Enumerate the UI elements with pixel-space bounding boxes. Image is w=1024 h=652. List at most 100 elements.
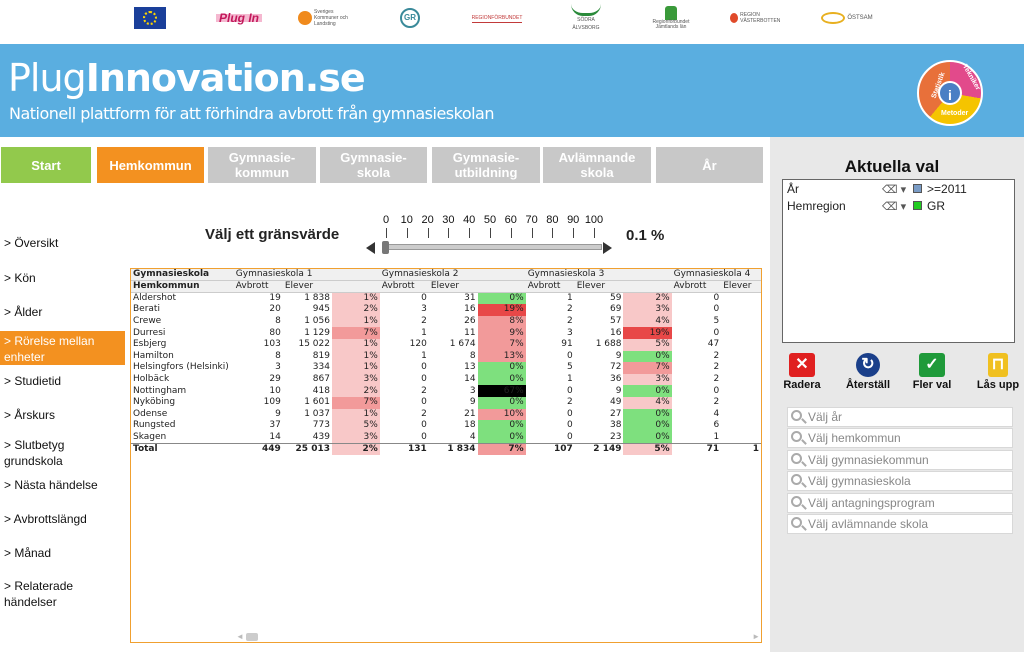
nav-oversikt[interactable]: > Översikt (4, 236, 59, 250)
percent-cell: 7% (331, 327, 380, 339)
percent-cell: 1% (331, 315, 380, 328)
row-label[interactable]: Rungsted (133, 420, 176, 431)
table-row[interactable]: Helsingfors (Helsinki) 3 334 1% 0 13 0% 5 72 7% 2 (131, 362, 761, 374)
nav-studietid[interactable]: > Studietid (4, 374, 62, 388)
tab-gymnasieskola[interactable]: Gymnasie- skola (320, 147, 427, 183)
table-group-header[interactable]: Gymnasieskola 3 (525, 269, 672, 281)
row-label[interactable]: Durresi (133, 327, 166, 338)
row-label[interactable]: Odense (133, 408, 168, 419)
selection-row[interactable]: År ⌫ ▾ >=2011 (787, 182, 1012, 198)
las-upp-button[interactable]: ⊓ Lås upp (968, 353, 1024, 391)
nav-rorelse-mellan-enheter[interactable]: > Rörelse mellan enheter (0, 331, 125, 365)
site-title[interactable]: PlugInnovation.se (8, 58, 366, 98)
column-header: Elever (282, 280, 332, 293)
table-horizontal-scrollbar[interactable]: ◄ ► (236, 632, 760, 642)
slider-tick (386, 228, 387, 238)
table-row[interactable]: Esbjerg 103 15 022 1% 120 1 674 7% 91 1 688 5% 47 (131, 338, 761, 351)
row-label[interactable]: Holbäck (133, 374, 170, 385)
elever-cell: 69 (610, 304, 622, 315)
slider-thumb[interactable] (382, 241, 389, 254)
threshold-slider[interactable]: 0 10 20 30 40 50 60 70 80 90 100 (366, 212, 616, 257)
search-gymnasiekommun[interactable]: Välj gymnasiekommun (787, 450, 1013, 470)
scroll-left-arrow-icon[interactable]: ◄ (236, 632, 244, 641)
fler-val-label: Fler val (912, 379, 952, 391)
info-badge[interactable]: Statistik Tekniker Metoder i (917, 60, 983, 126)
tab-avlamnande-skola[interactable]: Avlämnande skola (543, 147, 651, 183)
table-total-row[interactable]: Total 449 25 013 2% 131 1 834 7% 107 2 149 5% 71 1 (131, 442, 761, 455)
search-ar[interactable]: Välj år (787, 407, 1013, 427)
table-row[interactable]: Crewe 8 1 056 1% 2 26 8% 2 57 4% 5 (131, 315, 761, 328)
radera-button[interactable]: ✕ Radera (772, 353, 832, 391)
nav-kon[interactable]: > Kön (4, 271, 36, 285)
table-row[interactable]: Hamilton 8 819 1% 1 8 13% 0 9 0% 2 (131, 350, 761, 363)
row-label[interactable]: Crewe (133, 316, 162, 327)
percent-cell: 4% (623, 315, 672, 328)
table-row[interactable]: Aldershot 19 1 838 1% 0 31 0% 1 59 2% 0 (131, 292, 761, 305)
table-row[interactable]: Nyköbing 109 1 601 7% 0 9 0% 2 49 4% 2 (131, 396, 761, 409)
data-table-frame: Gymnasieskola Gymnasieskola 1 Gymnasiesk… (130, 268, 762, 643)
search-avlamnande-skola[interactable]: Välj avlämnande skola (787, 514, 1013, 534)
table-row[interactable]: Berati 20 945 2% 3 16 19% 2 69 3% 0 (131, 304, 761, 316)
slider-track[interactable] (382, 244, 602, 250)
search-gymnasieskola[interactable]: Välj gymnasieskola (787, 471, 1013, 491)
skl-logo: Sveriges Kommuner och Landsting (297, 4, 349, 32)
search-icon (791, 410, 802, 421)
table-row[interactable]: Nottingham 10 418 2% 2 3 67% 0 9 0% 0 (131, 385, 761, 397)
table-group-header[interactable]: Gymnasieskola 4 (671, 269, 761, 281)
row-label[interactable]: Berati (133, 304, 160, 315)
table-group-header[interactable]: Gymnasieskola 2 (379, 269, 526, 281)
nav-avbrottslangd[interactable]: > Avbrottslängd (4, 512, 87, 526)
avbrott-cell: 0 (567, 431, 573, 442)
row-label[interactable]: Skagen (133, 431, 167, 442)
table-row[interactable]: Skagen 14 439 3% 0 4 0% 0 23 0% 1 (131, 431, 761, 444)
elever-cell (721, 327, 761, 339)
table-row[interactable]: Holbäck 29 867 3% 0 14 0% 1 36 3% 2 (131, 373, 761, 386)
avbrott-cell: 4 (713, 408, 720, 419)
row-label[interactable]: Nottingham (133, 385, 187, 396)
info-icon: i (938, 81, 962, 105)
nav-arskurs[interactable]: > Årskurs (4, 408, 56, 422)
row-label[interactable]: Esbjerg (133, 339, 167, 350)
avbrott-cell: 449 (233, 442, 283, 455)
elever-cell: 26 (464, 316, 476, 327)
table-group-header[interactable]: Gymnasieskola 1 (233, 269, 380, 281)
tab-start[interactable]: Start (1, 147, 91, 183)
elever-cell (721, 304, 761, 316)
search-hemkommun[interactable]: Välj hemkommun (787, 428, 1013, 448)
row-label[interactable]: Aldershot (133, 293, 177, 304)
avbrott-cell: 0 (421, 431, 427, 442)
eraser-icon[interactable]: ⌫ ▾ (882, 201, 907, 213)
column-header (477, 280, 526, 293)
slider-left-arrow-icon[interactable] (366, 242, 375, 254)
table-row[interactable]: Durresi 80 1 129 7% 1 11 9% 3 16 19% 0 (131, 327, 761, 339)
slider-tick (573, 228, 575, 238)
table-row[interactable]: Rungsted 37 773 5% 0 18 0% 0 38 0% 6 (131, 420, 761, 432)
eraser-icon[interactable]: ⌫ ▾ (882, 184, 907, 196)
tab-gymnasieutbildning[interactable]: Gymnasie- utbildning (432, 147, 540, 183)
elever-cell: 25 013 (282, 442, 332, 455)
percent-cell: 0% (477, 362, 526, 374)
table-row[interactable]: Odense 9 1 037 1% 2 21 10% 0 27 0% 4 (131, 408, 761, 421)
search-antagningsprogram[interactable]: Välj antagningsprogram (787, 493, 1013, 513)
tab-hemkommun[interactable]: Hemkommun (97, 147, 204, 183)
fler-val-button[interactable]: ✓ Fler val (902, 353, 962, 391)
row-label[interactable]: Helsingfors (Helsinki) (133, 362, 229, 373)
nav-alder[interactable]: > Ålder (4, 305, 43, 319)
percent-cell: 0% (477, 373, 526, 386)
elever-cell: 57 (610, 316, 622, 327)
nav-slutbetyg-grundskola[interactable]: > Slutbetyg grundskola (4, 438, 65, 468)
scroll-right-arrow-icon[interactable]: ► (752, 632, 760, 641)
scroll-thumb[interactable] (246, 633, 258, 641)
nav-relaterade-handelser[interactable]: > Relaterade händelser (4, 579, 74, 609)
row-label[interactable]: Total (131, 442, 234, 455)
tab-ar[interactable]: År (656, 147, 763, 183)
aterstall-button[interactable]: ↻ Återställ (838, 353, 898, 391)
row-label[interactable]: Hamilton (133, 350, 174, 361)
tab-gymnasiekommun[interactable]: Gymnasie- kommun (208, 147, 316, 183)
nav-manad[interactable]: > Månad (4, 546, 52, 560)
selection-row[interactable]: Hemregion ⌫ ▾ GR (787, 199, 1012, 215)
row-label[interactable]: Nyköbing (133, 397, 176, 408)
vasterbotten-logo-text: REGION VÄSTERBOTTEN (740, 12, 781, 24)
slider-right-arrow-icon[interactable] (603, 242, 612, 254)
nav-nasta-handelse[interactable]: > Nästa händelse (4, 478, 98, 492)
